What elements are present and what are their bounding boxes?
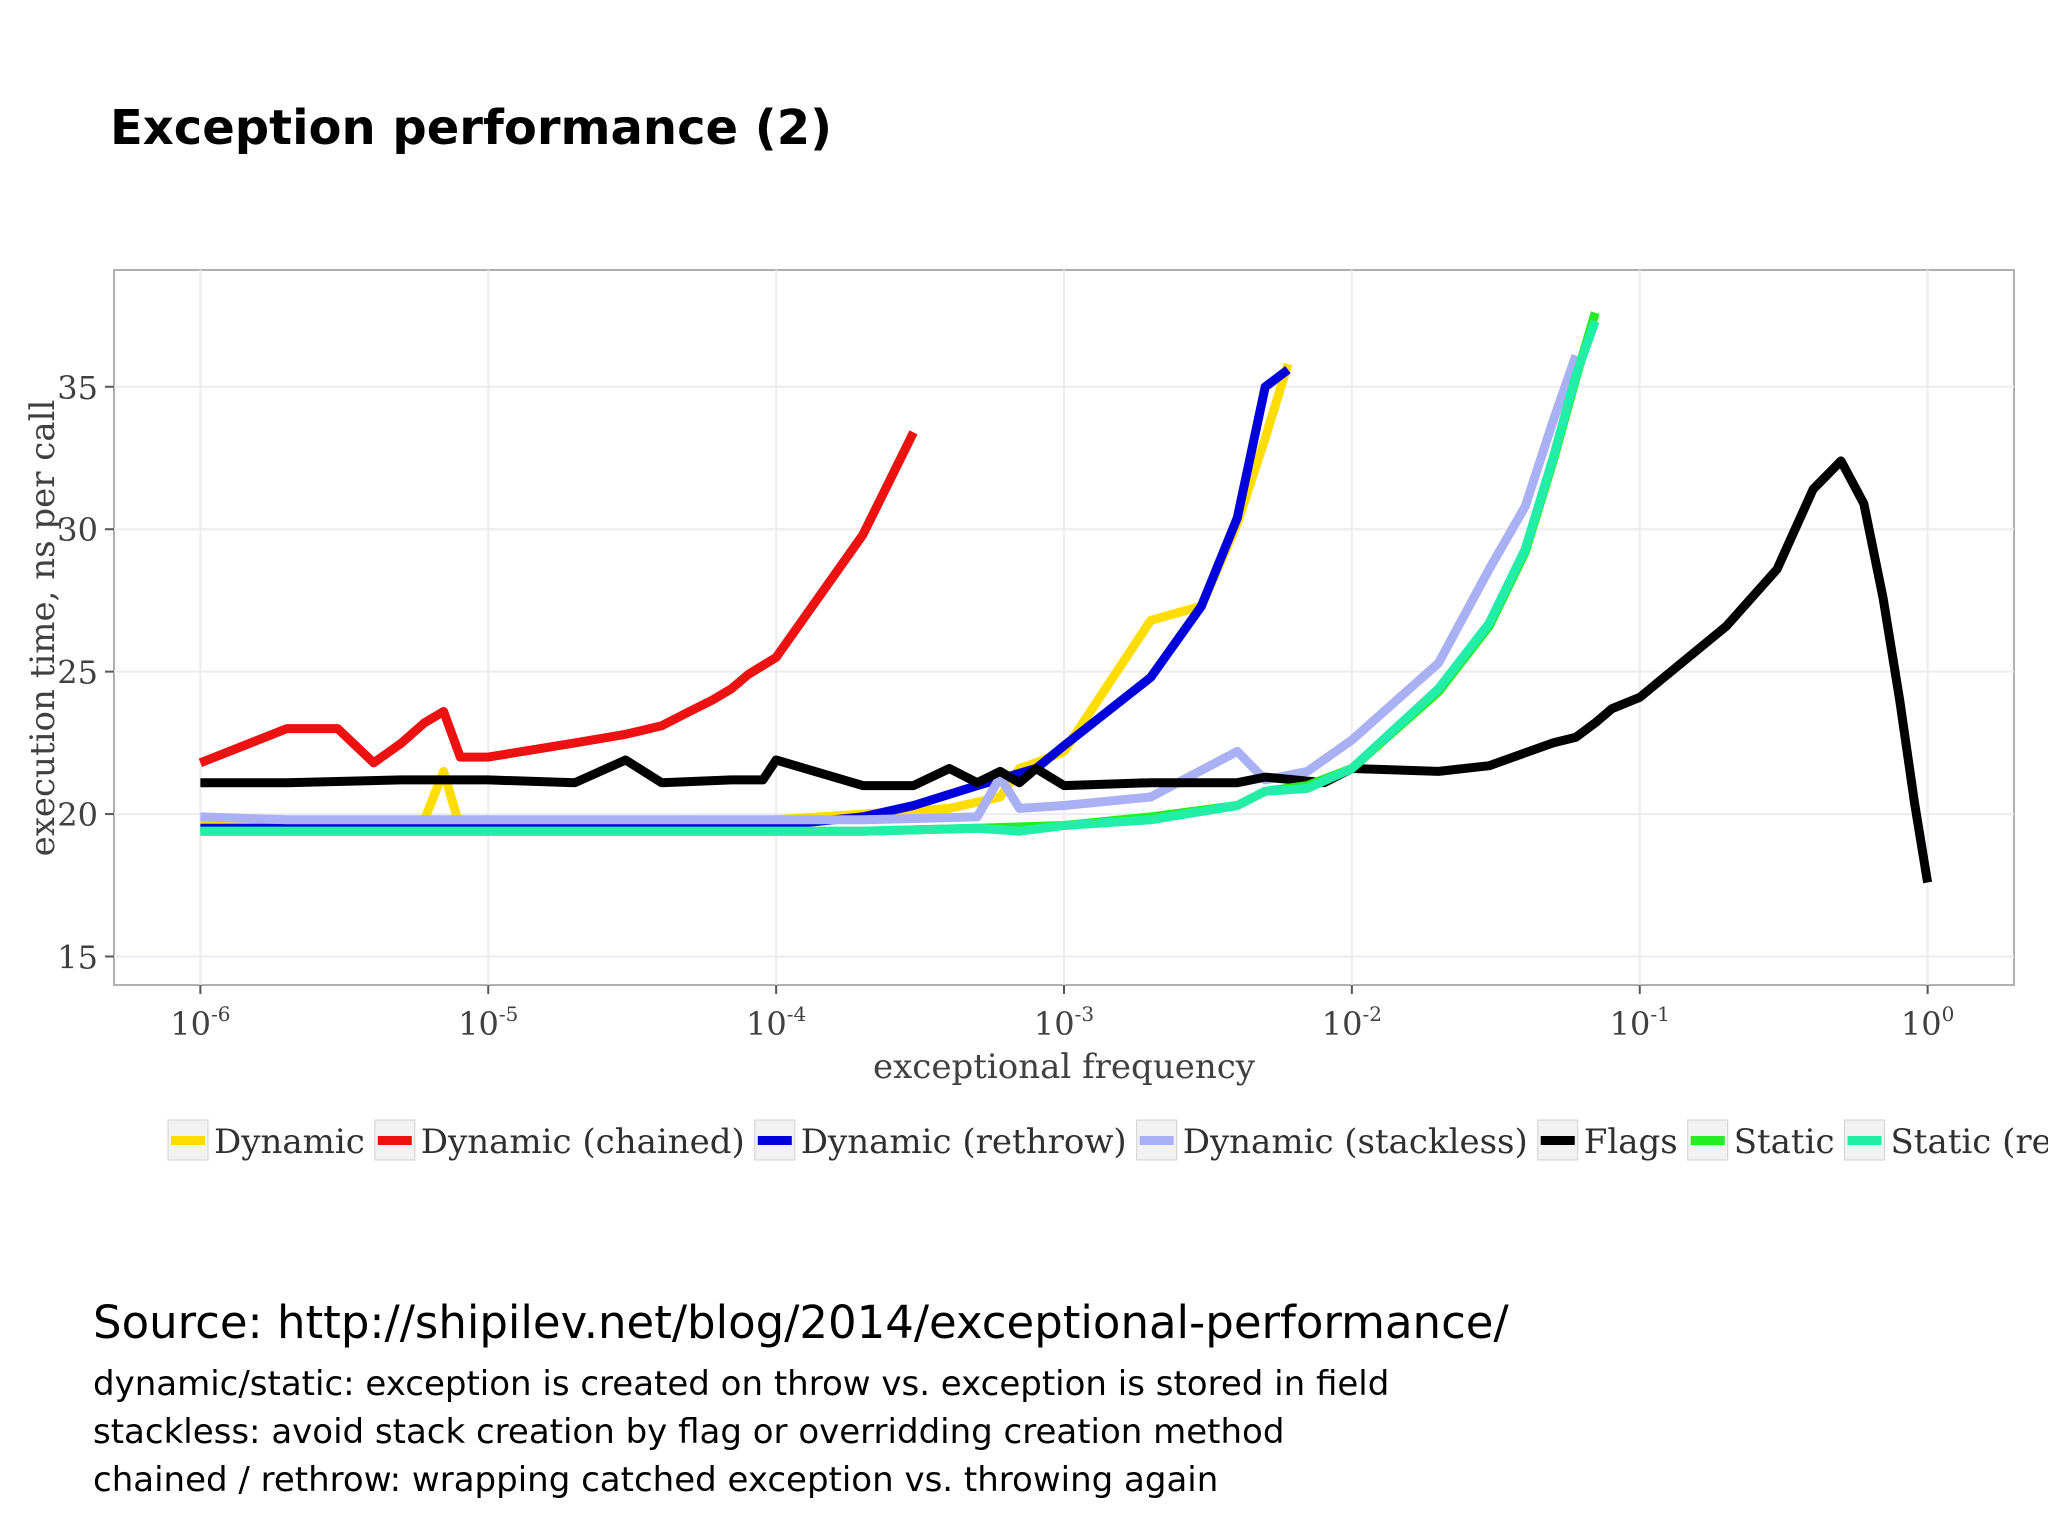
legend-label: Static (rethrow) [1891,1122,2048,1162]
legend-swatch [1139,1136,1174,1145]
legend-label: Dynamic (chained) [421,1122,745,1162]
x-tick-label: 10-1 [1610,1002,1670,1043]
x-tick-label: 100 [1901,1002,1954,1043]
series-group [198,311,1933,884]
y-tick-label: 15 [57,939,98,977]
slide-title: Exception performance (2) [110,100,833,156]
note-line: stackless: avoid stack creation by flag … [93,1412,1285,1452]
legend-label: Flags [1584,1122,1678,1162]
source-url[interactable]: Source: http://shipilev.net/blog/2014/ex… [93,1296,1509,1349]
series-line [200,319,1600,836]
x-tick-label: 10-2 [1322,1002,1382,1043]
legend-label: Static [1734,1122,1835,1162]
x-tick-label: 10-6 [170,1002,230,1043]
grid-lines [114,270,2014,985]
series-line [200,354,1581,825]
y-tick-label: 30 [57,511,98,549]
series-line [200,456,1933,884]
note-line: chained / rethrow: wrapping catched exce… [93,1460,1219,1500]
legend: Dynamic Dynamic (chained) Dynamic (rethrow… [167,1119,2048,1162]
x-tick-label: 10-4 [746,1002,806,1043]
note-line: dynamic/static: exception is created on … [93,1364,1390,1404]
y-tick-label: 35 [57,369,98,407]
legend-swatch [171,1136,205,1145]
x-tick-label: 10-5 [458,1002,518,1043]
legend-swatch [1540,1136,1575,1145]
chart: 15 20 25 30 35 10-6 10-5 10-4 10-3 10-2 10-1 100 ex… [23,269,2048,1162]
legend-label: Dynamic [214,1122,365,1162]
y-tick-label: 20 [57,796,98,834]
legend-label: Dynamic (stackless) [1183,1122,1528,1162]
axes: 15 20 25 30 35 10-6 10-5 10-4 10-3 10-2 10-1 100 [57,369,1954,1043]
legend-swatch [377,1136,412,1145]
legend-swatch [1690,1136,1725,1145]
x-axis-label: exceptional frequency [873,1047,1256,1087]
legend-swatch [1847,1136,1882,1145]
legend-swatch [757,1136,792,1145]
series-line [198,430,918,768]
legend-label: Dynamic (rethrow) [801,1122,1127,1162]
x-tick-label: 10-3 [1034,1002,1094,1043]
y-axis-label: execution time, ns per call [23,400,63,857]
y-tick-label: 25 [57,654,98,692]
